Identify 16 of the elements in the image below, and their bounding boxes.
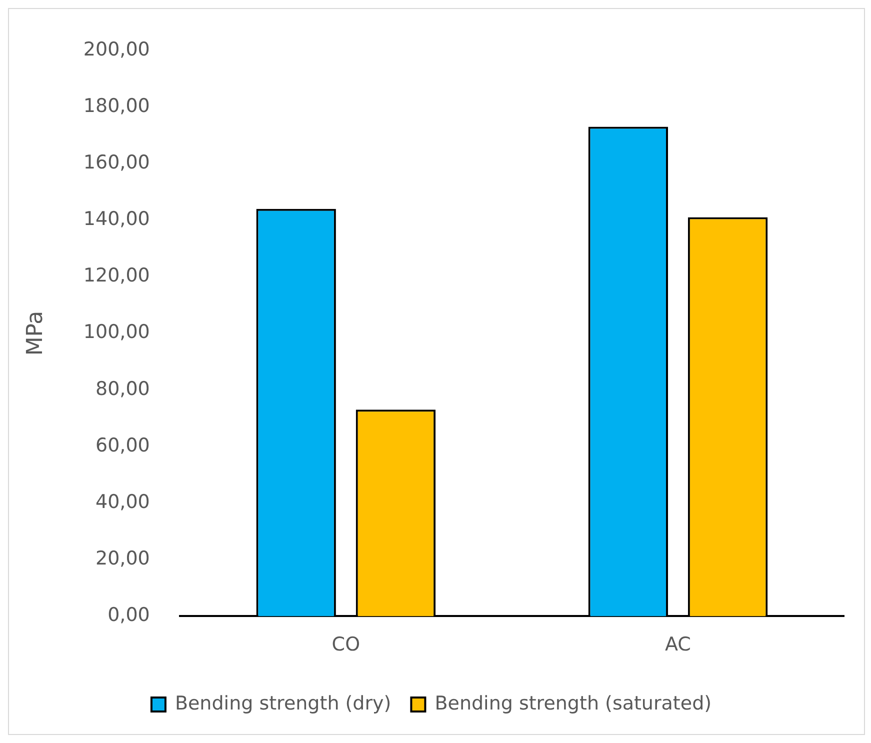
legend-label: Bending strength (dry)	[174, 692, 392, 714]
x-tick-label: AC	[665, 634, 691, 656]
y-tick-label: 20,00	[95, 548, 150, 570]
y-tick-label: 100,00	[83, 321, 150, 344]
y-axis-title: MPa	[22, 310, 48, 356]
y-tick-label: 140,00	[83, 208, 150, 230]
y-tick-label: 40,00	[95, 490, 150, 513]
y-tick-label: 180,00	[83, 94, 150, 117]
y-tick-label: 160,00	[83, 151, 150, 174]
y-tick-label: 60,00	[95, 434, 150, 456]
x-tick-label: CO	[332, 634, 360, 656]
y-tick-label: 0,00	[108, 604, 150, 626]
y-tick-label: 80,00	[95, 378, 150, 400]
y-tick-label: 200,00	[83, 38, 150, 60]
y-tick-label: 120,00	[83, 264, 150, 287]
legend-label: Bending strength (saturated)	[434, 692, 712, 714]
